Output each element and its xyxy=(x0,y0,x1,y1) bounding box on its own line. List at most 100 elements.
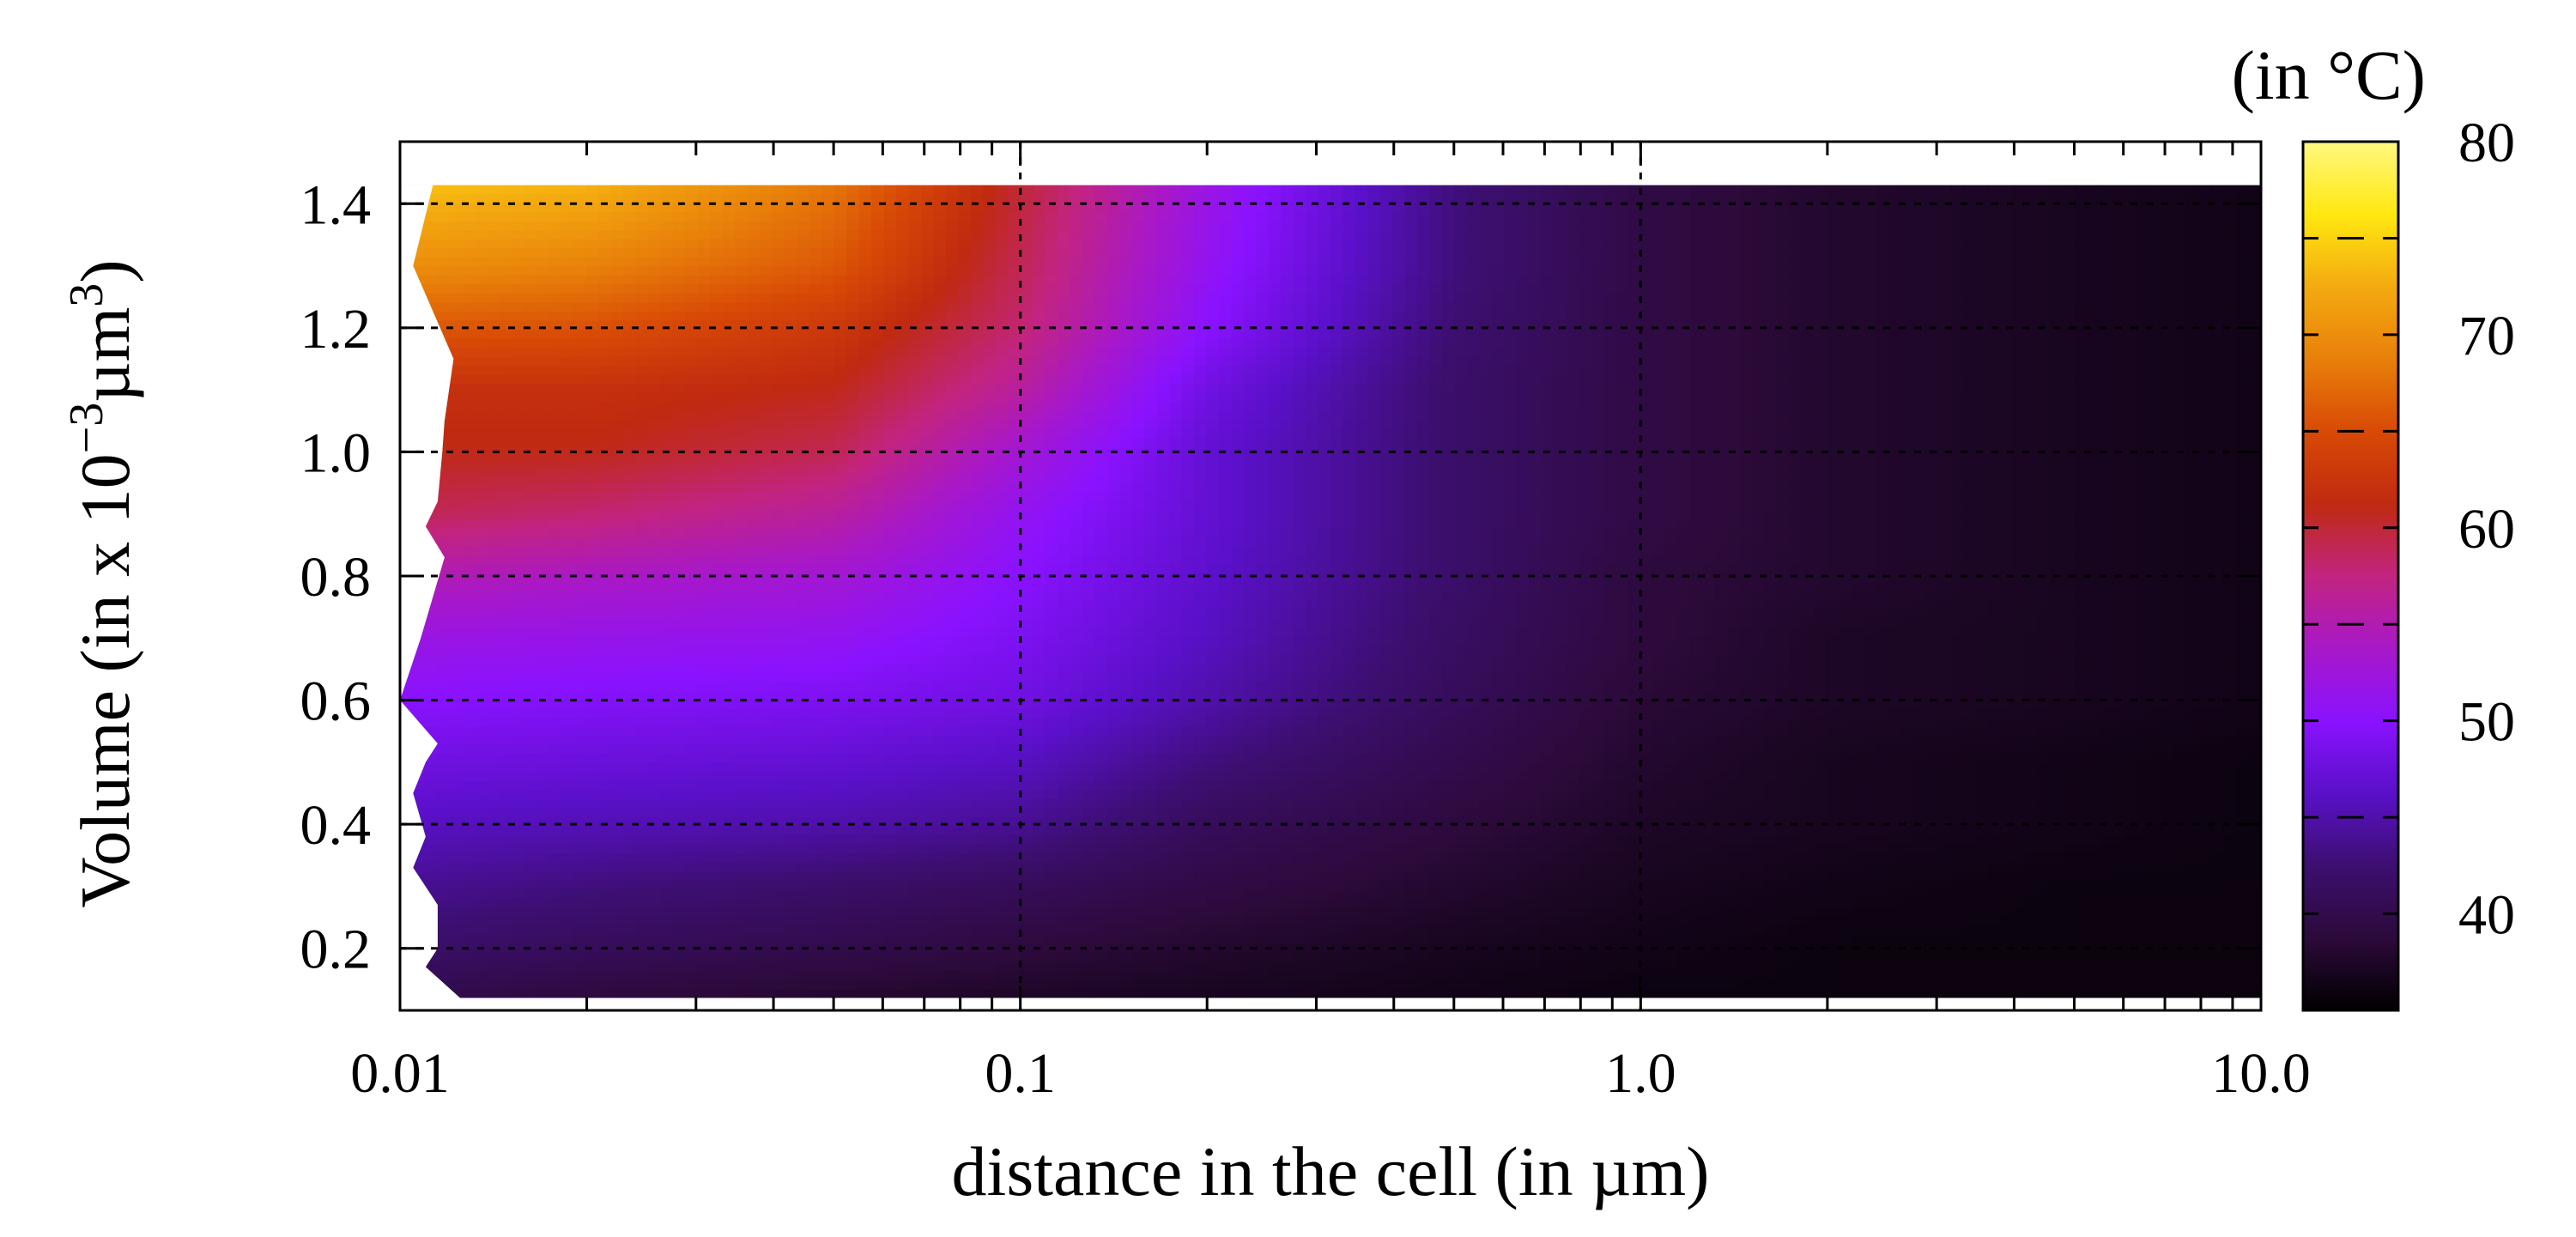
heatmap-cell xyxy=(1715,464,1729,476)
heatmap-cell xyxy=(1715,384,1729,394)
heatmap-cell xyxy=(1020,293,1033,304)
heatmap-cell xyxy=(449,420,464,430)
heatmap-cell xyxy=(660,221,674,232)
heatmap-cell xyxy=(871,456,885,466)
heatmap-cell xyxy=(970,302,985,312)
heatmap-cell xyxy=(1727,384,1741,394)
heatmap-cell xyxy=(635,194,649,204)
heatmap-cell xyxy=(2025,402,2039,412)
heatmap-cell xyxy=(1963,384,1977,394)
heatmap-cell xyxy=(1392,185,1406,195)
heatmap-cell xyxy=(1814,428,1827,439)
heatmap-cell xyxy=(1827,311,1840,322)
heatmap-cell xyxy=(735,329,749,340)
heatmap-cell xyxy=(561,392,575,403)
heatmap-cell xyxy=(610,212,624,222)
heatmap-cell xyxy=(933,275,947,286)
heatmap-cell xyxy=(2198,257,2212,268)
heatmap-cell xyxy=(1702,212,1716,222)
heatmap-cell xyxy=(2025,392,2039,403)
heatmap-cell xyxy=(685,203,699,213)
heatmap-cell xyxy=(896,311,910,322)
heatmap-cell xyxy=(660,311,674,322)
heatmap-cell xyxy=(1131,438,1145,448)
heatmap-cell xyxy=(536,239,550,250)
heatmap-cell xyxy=(474,392,488,403)
heatmap-cell xyxy=(1058,438,1071,448)
heatmap-cell xyxy=(1802,402,1815,412)
heatmap-cell xyxy=(970,384,985,394)
heatmap-cell xyxy=(1715,185,1729,195)
heatmap-cell xyxy=(883,374,897,385)
heatmap-cell xyxy=(2223,438,2237,448)
heatmap-cell xyxy=(1554,366,1567,376)
heatmap-cell xyxy=(1169,221,1183,232)
heatmap-cell xyxy=(2223,194,2237,204)
heatmap-cell xyxy=(1094,392,1108,403)
heatmap-cell xyxy=(809,284,823,294)
heatmap-cell xyxy=(735,374,749,385)
heatmap-cell xyxy=(871,257,885,268)
heatmap-cell xyxy=(833,374,848,385)
heatmap-cell xyxy=(883,384,897,394)
heatmap-cell xyxy=(1330,338,1344,349)
heatmap-cell xyxy=(2112,320,2125,330)
heatmap-cell xyxy=(809,384,823,394)
heatmap-cell xyxy=(1802,456,1815,466)
heatmap-cell xyxy=(1156,185,1170,195)
heatmap-cell xyxy=(1367,212,1381,222)
heatmap-cell xyxy=(1702,284,1716,294)
heatmap-cell xyxy=(1925,275,1940,286)
heatmap-cell xyxy=(2075,392,2088,403)
heatmap-cell xyxy=(585,464,600,476)
heatmap-cell xyxy=(1156,420,1170,430)
heatmap-cell xyxy=(561,474,575,484)
heatmap-cell xyxy=(623,446,637,458)
heatmap-cell xyxy=(660,230,674,240)
heatmap-cell xyxy=(499,428,512,439)
heatmap-cell xyxy=(858,302,873,312)
heatmap-cell xyxy=(833,284,848,294)
heatmap-cell xyxy=(2050,420,2064,430)
heatmap-cell xyxy=(1131,338,1145,349)
heatmap-cell xyxy=(1082,464,1096,476)
heatmap-cell xyxy=(610,248,624,258)
heatmap-cell xyxy=(821,338,835,349)
heatmap-cell xyxy=(1677,374,1691,385)
heatmap-cell xyxy=(896,284,910,294)
heatmap-cell xyxy=(1082,230,1096,240)
heatmap-cell xyxy=(1764,239,1779,250)
heatmap-cell xyxy=(1913,212,1927,222)
heatmap-cell xyxy=(2137,392,2150,403)
heatmap-cell xyxy=(1367,347,1381,358)
heatmap-cell xyxy=(2000,464,2014,476)
heatmap-cell xyxy=(958,384,972,394)
heatmap-cell xyxy=(1058,456,1071,466)
heatmap-cell xyxy=(2198,438,2212,448)
heatmap-cell xyxy=(2198,230,2212,240)
heatmap-cell xyxy=(1603,392,1617,403)
heatmap-cell xyxy=(2112,410,2125,421)
heatmap-cell xyxy=(1194,464,1208,476)
heatmap-cell xyxy=(1218,230,1233,240)
heatmap-cell xyxy=(1330,446,1344,458)
heatmap-cell xyxy=(1764,464,1779,476)
heatmap-cell xyxy=(1218,203,1233,213)
heatmap-cell xyxy=(858,456,873,466)
heatmap-cell xyxy=(1665,410,1679,421)
heatmap-cell xyxy=(1479,347,1493,358)
heatmap-cell xyxy=(1603,438,1617,448)
heatmap-cell xyxy=(1106,221,1121,232)
heatmap-cell xyxy=(1963,366,1977,376)
heatmap-cell xyxy=(1181,356,1195,367)
heatmap-cell xyxy=(1404,257,1418,268)
heatmap-cell xyxy=(1404,221,1418,232)
heatmap-cell xyxy=(2062,257,2076,268)
heatmap-cell xyxy=(1131,410,1145,421)
heatmap-cell xyxy=(1764,230,1779,240)
heatmap-cell xyxy=(1802,293,1815,304)
heatmap-cell xyxy=(1975,293,1989,304)
heatmap-cell xyxy=(1479,384,1493,394)
heatmap-cell xyxy=(437,320,451,330)
heatmap-cell xyxy=(1404,420,1418,430)
